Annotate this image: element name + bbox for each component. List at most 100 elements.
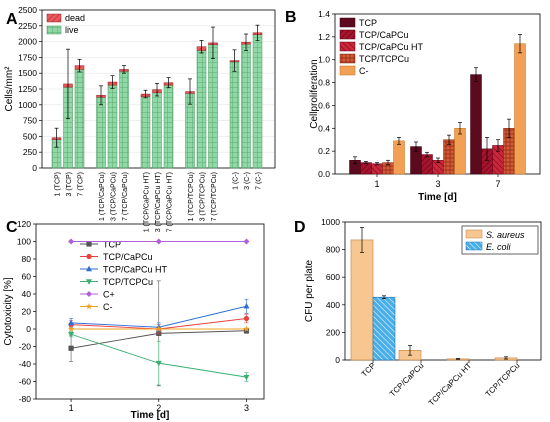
c-x-tick-label: 2 xyxy=(156,403,161,413)
b-bar xyxy=(361,163,372,174)
a-x-tick-label: 7 (C-) xyxy=(256,172,263,190)
c-legend-marker xyxy=(86,266,92,271)
a-bar-live xyxy=(186,93,195,168)
d-ytick-label: 400 xyxy=(326,300,340,310)
b-legend-label: TCP xyxy=(359,18,377,28)
b-legend-swatch xyxy=(340,66,355,75)
c-legend-marker xyxy=(86,279,92,284)
a-ytick-label: 1000 xyxy=(18,100,37,110)
b-y-axis-title: Cellproliferation xyxy=(309,59,320,128)
c-legend-marker xyxy=(86,254,91,259)
c-point xyxy=(243,303,249,308)
c-point xyxy=(243,239,249,245)
b-x-axis-title: Time [d] xyxy=(418,192,457,203)
b-bar xyxy=(372,164,383,174)
a-x-tick-label: 3 (TCP/TCPCu) xyxy=(200,172,207,221)
a-ytick-label: 2000 xyxy=(18,37,37,47)
d-x-tick-label: TCP/TCPCu xyxy=(484,361,522,399)
a-legend-dead-label: dead xyxy=(65,13,85,23)
b-legend-swatch xyxy=(340,30,355,39)
c-point xyxy=(243,375,249,380)
c-point xyxy=(68,320,74,325)
c-legend-label: TCP/TCPCu xyxy=(103,277,153,287)
d-bar xyxy=(351,240,373,360)
c-legend-label: TCP/CaPCu xyxy=(103,252,153,262)
b-legend-label: TCP/CaPCu HT xyxy=(359,42,424,52)
panel-a-live-dead-chart: 0 250 500 750 1000 1250 1500 1750 2000 2250 2500 Ce… xyxy=(4,5,275,232)
panel-label-d: D xyxy=(294,219,306,236)
a-ytick-label: 0 xyxy=(32,163,37,173)
a-bar-live xyxy=(197,50,206,168)
c-x-tick-label: 3 xyxy=(244,403,249,413)
a-ytick-label: 1750 xyxy=(18,52,37,62)
a-ytick-label: 250 xyxy=(23,147,37,157)
b-bar xyxy=(422,155,433,174)
a-ytick-label: 1250 xyxy=(18,84,37,94)
d-legend-swatch xyxy=(466,242,482,250)
d-legend-swatch xyxy=(466,230,482,238)
a-bar-live xyxy=(97,97,106,168)
a-ytick-label: 500 xyxy=(23,131,37,141)
c-ytick-label: -60 xyxy=(19,377,32,387)
c-legend-label: TCP xyxy=(103,240,121,250)
b-ytick-label: 0.2 xyxy=(318,146,330,156)
a-bar-live xyxy=(209,45,218,168)
a-x-tick-label: 3 (C-) xyxy=(244,172,251,190)
c-ytick-label: 0 xyxy=(26,324,31,334)
a-x-tick-label: 1 (TCP/TCPCu) xyxy=(188,172,195,221)
c-ytick-label: -40 xyxy=(19,359,32,369)
d-ytick-label: 1000 xyxy=(321,217,340,227)
b-legend-swatch xyxy=(340,18,355,27)
a-x-tick-label: 1 (TCP) xyxy=(55,172,62,197)
c-ytick-label: 40 xyxy=(22,289,32,299)
c-ytick-label: 60 xyxy=(22,272,32,282)
panel-c-cytotoxicity-chart: -80 -60 -40 -20 0 20 40 60 80 100 120 Cytotoxicity … xyxy=(3,219,264,421)
c-legend-marker xyxy=(86,291,92,297)
a-x-tick-label: 7 (TCP/CaPCu) xyxy=(122,172,129,221)
c-point xyxy=(68,346,73,351)
b-x-tick-label: 1 xyxy=(374,179,379,189)
a-legend-live-swatch xyxy=(47,26,61,34)
b-bar xyxy=(455,128,466,174)
panel-b-proliferation-chart: 0.00.20.40.60.81.01.21.4Cellproliferatio… xyxy=(309,9,540,203)
a-ytick-label: 1500 xyxy=(18,68,37,78)
b-x-tick-label: 3 xyxy=(435,179,440,189)
a-y-axis-title: Cells/mm² xyxy=(4,66,15,112)
d-ytick-label: 800 xyxy=(326,245,340,255)
c-x-tick-label: 1 xyxy=(69,403,74,413)
c-ytick-label: -20 xyxy=(19,342,32,352)
b-bar xyxy=(394,141,405,174)
a-ytick-label: 2250 xyxy=(18,21,37,31)
d-x-tick-label: TCP/CaPCu xyxy=(388,361,425,398)
d-ytick-label: 0 xyxy=(335,355,340,365)
b-ytick-label: 1.4 xyxy=(318,9,330,19)
a-x-tick-label: 3 (TCP/CaPCu HT) xyxy=(155,172,162,232)
a-x-tick-label: 1 (TCP/CaPCu) xyxy=(99,172,106,221)
panel-d-cfu-chart: 0 200 400 600 800 1000 CFU per plate TCP TCP/CaP… xyxy=(304,217,541,408)
c-y-axis-title: Cytotoxicity [%] xyxy=(3,277,14,346)
a-bar-live xyxy=(164,85,173,168)
a-x-tick-label: 7 (TCP/TCPCu) xyxy=(211,172,218,221)
d-legend-label: E. coli xyxy=(486,242,512,252)
c-x-axis-title: Time [d] xyxy=(131,410,170,421)
c-plot-frame xyxy=(36,224,264,399)
b-ytick-label: 0.0 xyxy=(318,169,330,179)
d-bar xyxy=(373,297,395,360)
c-point xyxy=(156,239,162,245)
c-point xyxy=(68,239,74,245)
c-legend-label: C- xyxy=(103,302,113,312)
b-legend-label: TCP/TCPCu xyxy=(359,54,409,64)
c-point xyxy=(68,326,74,332)
c-ytick-label: 120 xyxy=(17,219,31,229)
b-bar xyxy=(444,140,455,174)
a-x-tick-label: 1 (C-) xyxy=(233,172,240,190)
a-bar-live xyxy=(75,69,84,168)
b-bar xyxy=(515,44,526,174)
a-x-tick-label: 3 (TCP/CaPCu) xyxy=(111,172,118,221)
a-x-tick-label: 7 (TCP/CaPCu HT) xyxy=(167,172,174,232)
panel-label-b: B xyxy=(285,9,297,26)
d-ytick-label: 200 xyxy=(326,327,340,337)
c-legend-label: C+ xyxy=(103,290,115,300)
b-x-tick-label: 7 xyxy=(495,179,500,189)
c-legend-marker xyxy=(86,303,92,309)
